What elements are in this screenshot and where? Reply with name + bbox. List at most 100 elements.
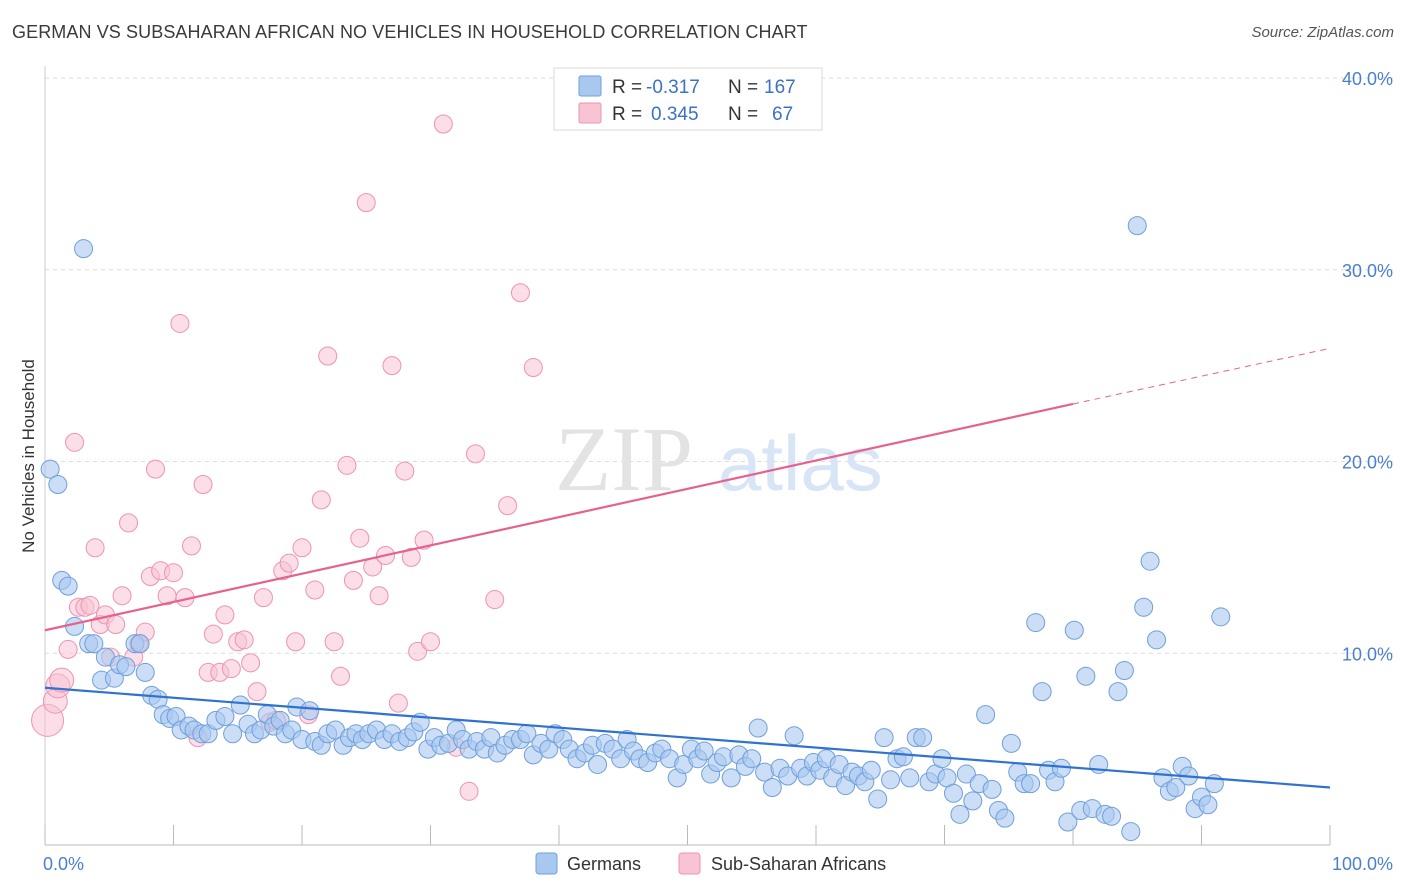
trendline-germans xyxy=(44,686,1331,789)
point-african xyxy=(465,444,485,464)
bottom-legend-africans: Sub-Saharan Africans xyxy=(711,854,886,874)
point-african xyxy=(112,586,132,606)
x-tick-label-max: 100.0% xyxy=(1332,854,1393,874)
african-points xyxy=(31,114,543,801)
point-german xyxy=(215,707,235,727)
bottom-legend-swatch-germans xyxy=(535,852,558,875)
legend-n-label-2: N = xyxy=(728,104,758,125)
y-tick-labels: 10.0% 20.0% 30.0% 40.0% xyxy=(1342,69,1393,664)
point-african xyxy=(324,632,344,652)
legend-r-label-1: R = xyxy=(612,77,642,98)
point-german xyxy=(874,728,894,748)
point-german xyxy=(1198,795,1218,815)
point-german xyxy=(116,657,136,677)
point-african xyxy=(459,781,479,801)
point-german xyxy=(881,770,901,790)
point-african xyxy=(146,459,166,479)
point-african xyxy=(337,455,357,475)
point-german xyxy=(982,779,1002,799)
point-african xyxy=(485,590,505,610)
point-german xyxy=(1108,682,1128,702)
point-german xyxy=(742,749,762,769)
trendline-africans-extension xyxy=(1072,347,1331,405)
y-tick-label: 20.0% xyxy=(1342,453,1393,473)
point-german xyxy=(230,695,250,715)
point-german xyxy=(943,783,963,803)
point-african xyxy=(279,553,299,573)
point-german xyxy=(1102,806,1122,826)
point-african xyxy=(253,588,273,608)
point-african xyxy=(80,595,100,615)
point-african xyxy=(401,547,421,567)
point-german xyxy=(1134,597,1154,617)
point-german xyxy=(1121,822,1141,842)
point-african xyxy=(311,490,331,510)
point-african xyxy=(433,114,453,134)
point-german xyxy=(900,768,920,788)
point-african xyxy=(164,563,183,583)
bottom-legend-germans: Germans xyxy=(567,854,641,874)
point-german xyxy=(74,239,94,259)
point-african xyxy=(215,605,235,625)
point-african xyxy=(523,358,543,378)
point-german xyxy=(135,662,155,682)
point-african xyxy=(408,641,428,661)
point-african xyxy=(286,632,306,652)
point-german xyxy=(1211,607,1231,627)
point-african xyxy=(421,632,440,652)
point-german xyxy=(694,741,714,761)
point-african xyxy=(193,475,213,495)
point-african xyxy=(395,461,415,481)
chart-title: GERMAN VS SUBSAHARAN AFRICAN NO VEHICLES… xyxy=(12,22,808,42)
point-german xyxy=(995,808,1015,828)
point-african xyxy=(119,513,139,533)
y-tick-label: 30.0% xyxy=(1342,261,1393,281)
point-german xyxy=(40,459,60,479)
point-african xyxy=(350,528,370,548)
watermark: ZIP atlas xyxy=(555,408,883,510)
legend-n-value-1: 167 xyxy=(764,77,796,98)
point-german xyxy=(1114,661,1134,681)
point-german xyxy=(1032,682,1052,702)
point-german xyxy=(84,634,104,654)
point-german xyxy=(48,475,68,495)
point-german xyxy=(956,764,976,784)
point-african xyxy=(49,667,75,693)
point-african xyxy=(318,346,338,366)
watermark-zip: ZIP xyxy=(555,408,693,510)
point-german xyxy=(223,724,243,744)
point-german xyxy=(300,701,320,721)
point-german xyxy=(1026,613,1046,633)
point-german xyxy=(861,760,881,780)
point-german xyxy=(963,791,983,811)
point-african xyxy=(382,356,402,376)
point-german xyxy=(1147,630,1167,650)
point-african xyxy=(305,580,325,600)
point-german xyxy=(868,789,888,809)
point-african xyxy=(170,313,190,333)
point-african xyxy=(181,536,201,556)
point-german xyxy=(1076,666,1096,686)
point-german xyxy=(1166,777,1186,797)
x-tick-labels: 0.0% 100.0% xyxy=(43,854,1393,874)
point-german xyxy=(1051,758,1071,778)
point-african xyxy=(343,570,363,590)
point-african xyxy=(58,639,78,659)
legend-swatch-germans xyxy=(578,75,602,97)
point-german xyxy=(130,634,150,654)
point-german xyxy=(762,777,782,797)
point-german xyxy=(950,804,970,824)
point-german xyxy=(1127,216,1147,236)
point-german xyxy=(1021,774,1041,794)
point-african xyxy=(85,538,105,558)
german-points xyxy=(40,216,1231,842)
point-german xyxy=(976,705,996,725)
point-african xyxy=(106,614,126,634)
point-african xyxy=(369,586,389,606)
point-german xyxy=(65,616,85,636)
point-german xyxy=(1064,620,1084,640)
point-african xyxy=(388,693,408,713)
trendlines xyxy=(44,347,1331,789)
y-tick-label: 10.0% xyxy=(1342,644,1393,664)
legend-n-label-1: N = xyxy=(728,77,758,98)
